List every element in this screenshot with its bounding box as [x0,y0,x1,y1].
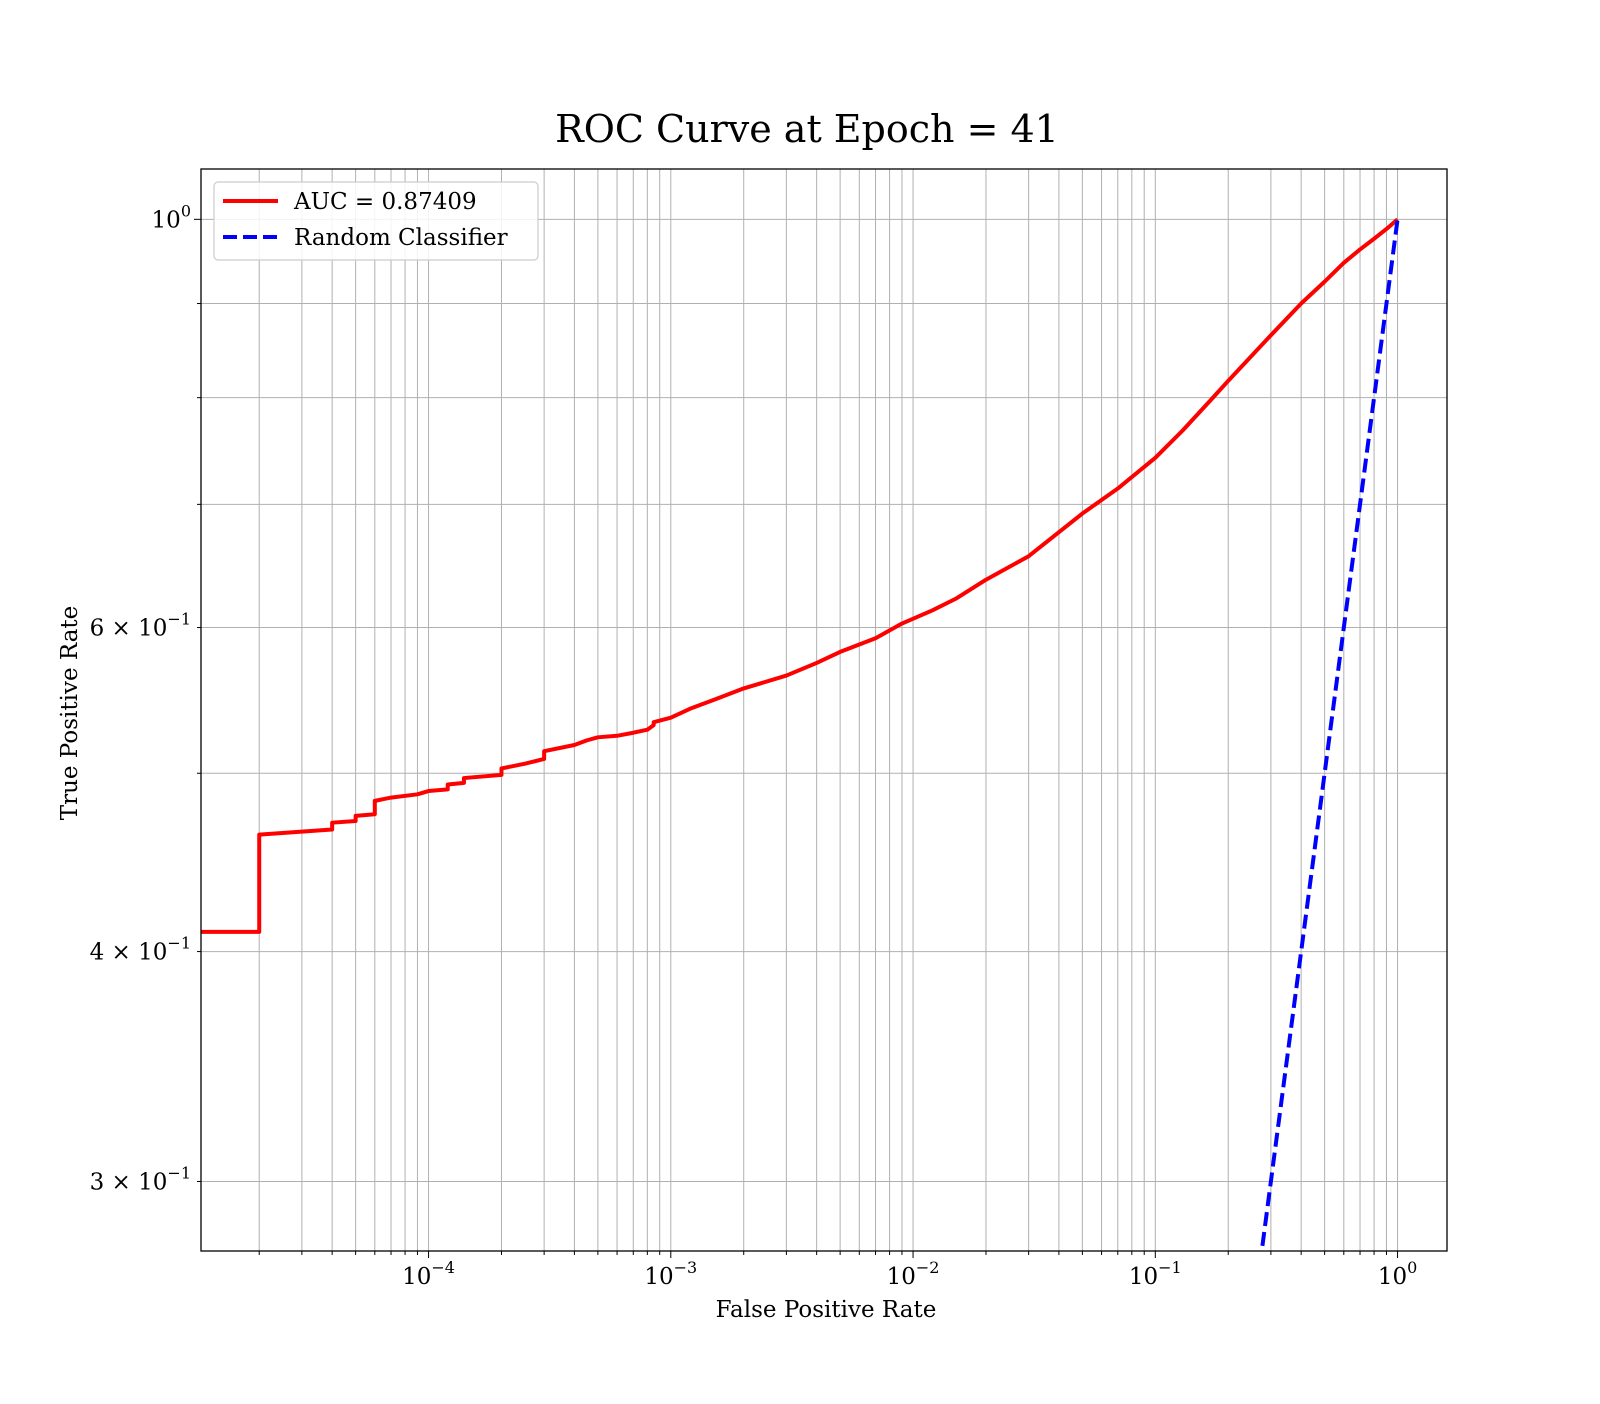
x-axis-label: False Positive Rate [716,1297,937,1323]
y-tick-label: 3 × 10−1 [90,1163,191,1195]
legend-label-auc: AUC = 0.87409 [293,189,477,215]
legend-label-random: Random Classifier [294,225,508,251]
legend: AUC = 0.87409 Random Classifier [213,181,539,261]
grid-layer [201,169,1447,1251]
y-axis-label: True Positive Rate [57,606,83,821]
series-layer [201,217,1400,1251]
x-tick-label: 10−4 [402,1258,455,1290]
y-tick-label: 4 × 10−1 [90,934,191,966]
plot-frame [200,168,1448,1252]
y-tick-label: 100 [152,201,191,233]
x-tick-label: 100 [1378,1258,1417,1290]
roc-curve-line [201,217,1399,934]
x-tick-label: 10−1 [1129,1258,1182,1290]
random-classifier-line [1259,219,1400,1251]
x-tick-layer: 10−4 10−3 10−2 10−1 100 [258,1251,1417,1290]
legend-frame [213,181,539,261]
y-tick-layer: 100 6 × 10−1 4 × 10−1 3 × 10−1 [90,201,201,1195]
x-tick-label: 10−3 [644,1258,697,1290]
chart-title: ROC Curve at Epoch = 41 [555,107,1059,151]
x-tick-label: 10−2 [887,1258,940,1290]
y-tick-label: 6 × 10−1 [90,610,191,642]
